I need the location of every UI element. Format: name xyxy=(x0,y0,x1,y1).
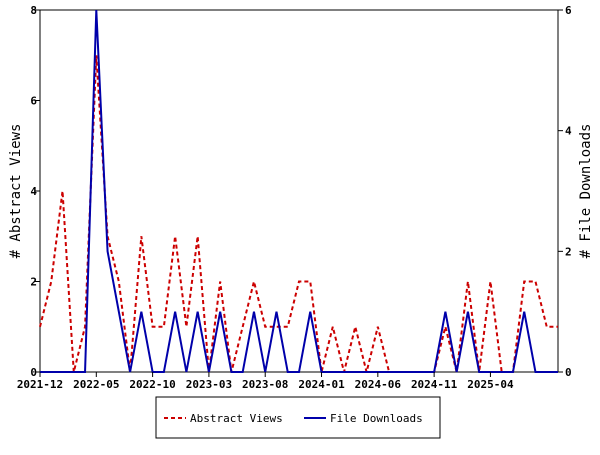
series-line-abstract-views xyxy=(39,55,558,373)
x-tick-label: 2024-11 xyxy=(411,378,458,391)
legend-label-file-downloads: File Downloads xyxy=(330,412,423,425)
y-left-tick-label: 2 xyxy=(30,276,37,289)
x-tick-label: 2022-10 xyxy=(129,378,175,391)
y-right-tick-label: 4 xyxy=(565,125,572,138)
plot-area xyxy=(39,9,559,373)
series-line-file-downloads xyxy=(40,9,558,373)
axis-layer: 0 2 4 6 8 0 2 4 6 2021-12 2022-05 2022-10 2023-03 202… xyxy=(17,4,572,391)
x-tick-label: 2023-03 xyxy=(186,378,232,391)
y-left-tick-label: 4 xyxy=(30,185,37,198)
x-tick-label: 2022-05 xyxy=(73,378,119,391)
legend: Abstract Views File Downloads xyxy=(155,396,441,439)
y-left-tick-label: 6 xyxy=(30,95,37,108)
x-tick-label: 2024-01 xyxy=(298,378,345,391)
y-right-tick-label: 6 xyxy=(565,4,572,17)
legend-label-abstract-views: Abstract Views xyxy=(190,412,283,425)
y-left-tick-label: 8 xyxy=(30,4,37,17)
series-layer xyxy=(39,9,558,373)
y-axis-title-right: # File Downloads xyxy=(578,124,594,259)
x-tick-label: 2023-08 xyxy=(242,378,288,391)
y-right-tick-label: 2 xyxy=(565,245,572,258)
legend-box xyxy=(155,396,441,439)
y-axis-title-left: # Abstract Views xyxy=(8,124,24,259)
x-tick-label: 2021-12 xyxy=(17,378,63,391)
x-tick-label: 2024-06 xyxy=(355,378,402,391)
y-right-tick-label: 0 xyxy=(565,366,572,379)
x-tick-label: 2025-04 xyxy=(467,378,514,391)
y-left-tick-label: 0 xyxy=(30,366,37,379)
